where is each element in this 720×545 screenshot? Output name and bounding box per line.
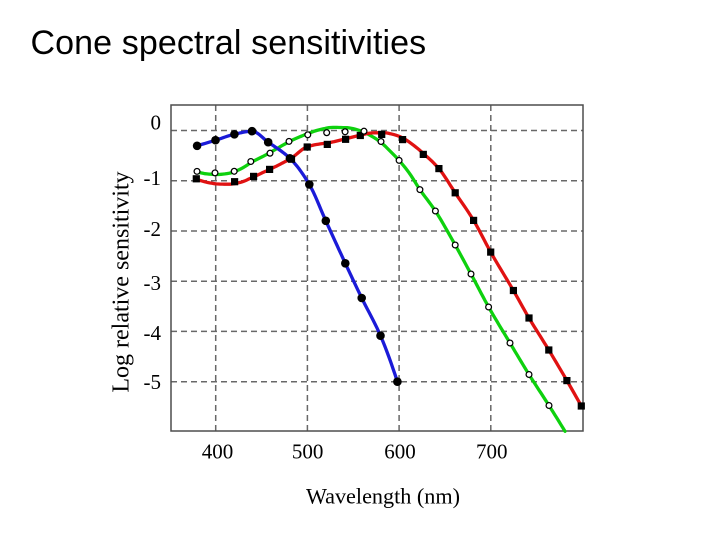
svg-text:600: 600 (384, 440, 416, 464)
svg-text:Wavelength (nm): Wavelength (nm) (306, 483, 460, 508)
svg-text:0: 0 (151, 110, 162, 134)
svg-text:400: 400 (202, 440, 234, 464)
svg-text:500: 500 (292, 440, 324, 464)
svg-text:-4: -4 (144, 321, 162, 345)
svg-text:-5: -5 (144, 370, 162, 394)
svg-text:-1: -1 (144, 166, 162, 190)
svg-text:-2: -2 (144, 217, 162, 241)
svg-text:-3: -3 (144, 271, 162, 295)
svg-text:700: 700 (476, 440, 508, 464)
svg-text:Log relative sensitivity: Log relative sensitivity (109, 171, 135, 392)
svg-text:Cone spectral sensitivities: Cone spectral sensitivities (31, 24, 427, 62)
